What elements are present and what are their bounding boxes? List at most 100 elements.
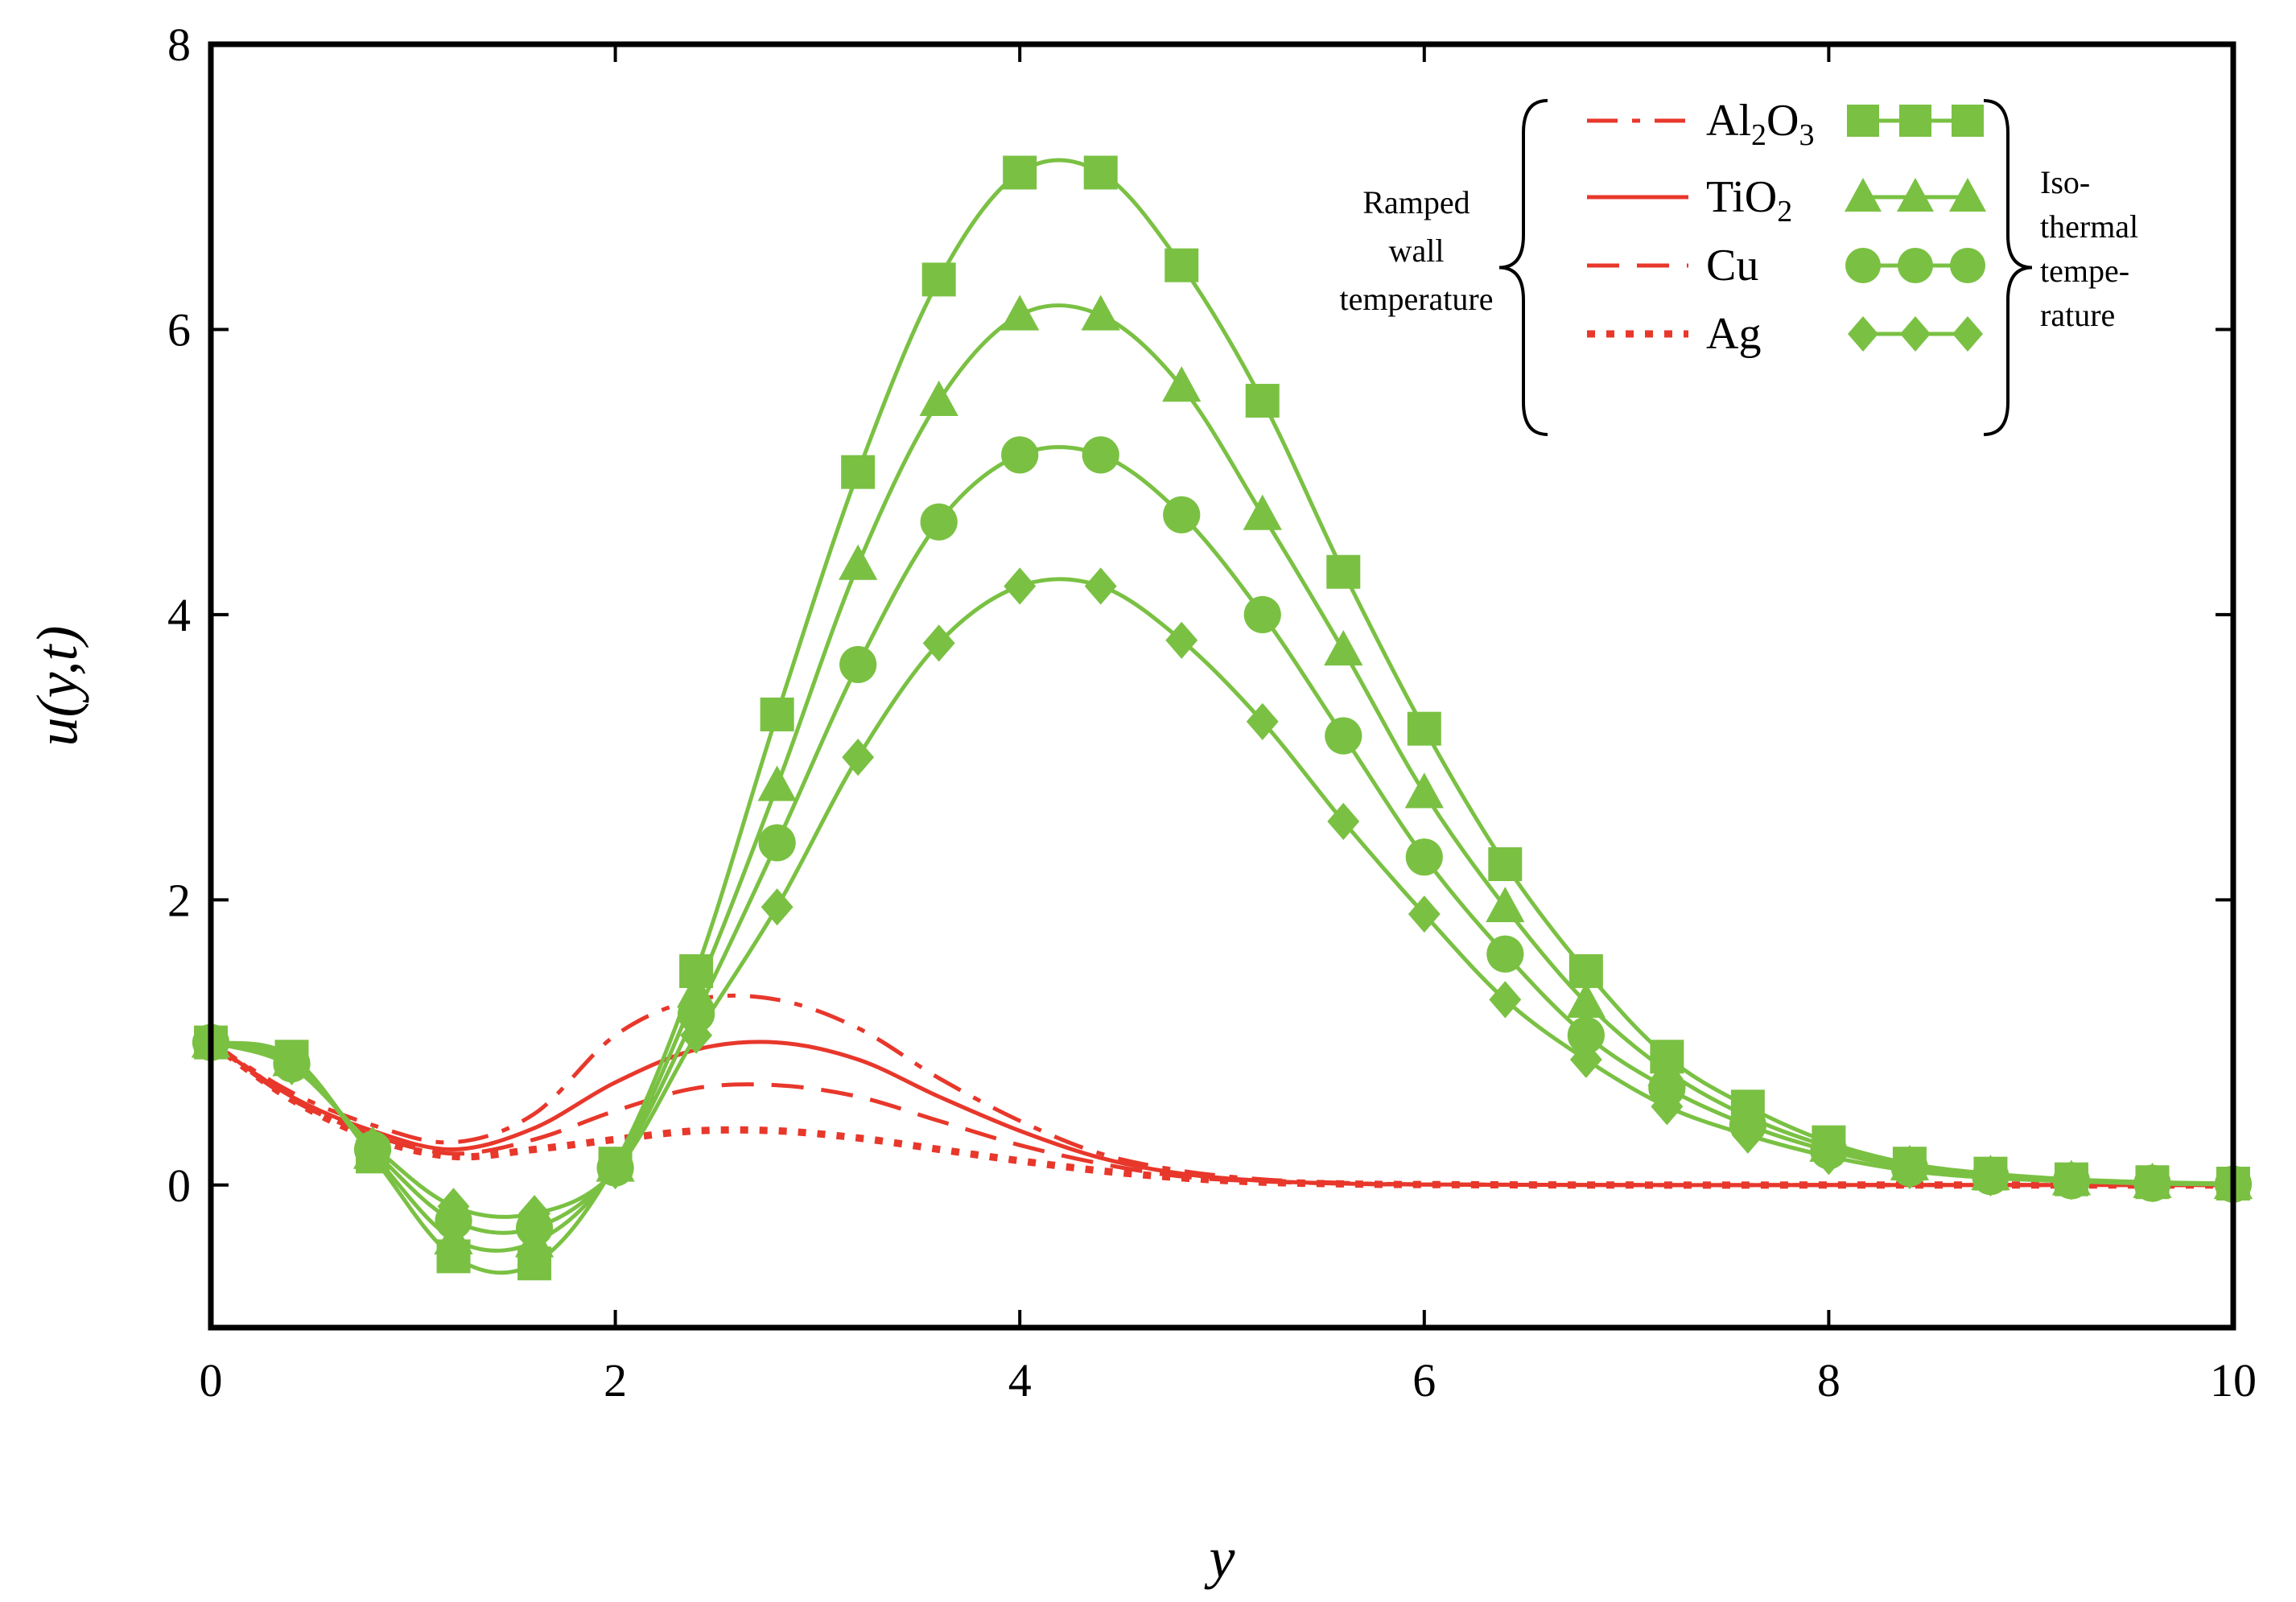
data-point-tio2 (1162, 366, 1202, 402)
data-point-ag (518, 1195, 551, 1233)
data-point-tio2 (1081, 294, 1120, 331)
data-point-cu (1082, 436, 1119, 474)
data-point-cu (1325, 717, 1362, 755)
data-point-tio2 (1486, 886, 1525, 923)
data-point-ag (761, 888, 794, 926)
legend-marker (1900, 316, 1931, 352)
legend-marker (1950, 248, 1985, 283)
data-point-al2o3 (841, 455, 876, 489)
data-point-al2o3 (760, 697, 794, 731)
data-point-ag (1812, 1138, 1845, 1176)
legend-marker (1952, 105, 1984, 137)
series-layer (191, 155, 2253, 1281)
legend-group-label-isothermal: thermal (2040, 208, 2138, 245)
data-point-al2o3 (1326, 554, 1361, 589)
data-point-cu (1405, 838, 1443, 876)
legend-marker (1845, 248, 1881, 283)
x-tick-label: 8 (1817, 1354, 1841, 1406)
legend-label: Cu (1706, 241, 1758, 290)
legend-marker (1898, 248, 1933, 283)
data-point-tio2 (919, 380, 958, 416)
data-point-cu (1486, 935, 1524, 973)
data-point-ag (1489, 981, 1522, 1019)
data-point-tio2 (1000, 294, 1040, 331)
legend-group-label-ramped: temperature (1340, 281, 1494, 317)
data-point-al2o3 (921, 262, 956, 297)
series-line-isothermal-ag (210, 577, 2234, 1219)
legend-marker (1899, 105, 1931, 137)
legend-marker (1897, 178, 1934, 212)
series-line-ramped-ag (208, 1039, 2233, 1189)
data-point-ag (1974, 1159, 2007, 1197)
data-point-tio2 (1566, 982, 1606, 1018)
x-tick-label: 4 (1008, 1354, 1032, 1406)
data-point-al2o3 (1245, 384, 1280, 418)
legend-group-label-ramped: wall (1389, 233, 1445, 269)
series-line-ramped-al2o3 (209, 993, 2233, 1188)
data-point-ag (1731, 1116, 1764, 1154)
data-point-cu (1243, 595, 1281, 633)
legend-brace-right (1983, 99, 2033, 436)
legend: Al2O3 TiO2 Cu Ag Ramped wall temperature Iso-th… (1340, 89, 2138, 443)
tick-labels: 0 2 4 6 8 10 0 2 4 6 8 (167, 19, 2257, 1406)
y-tick-label: 2 (167, 874, 191, 926)
legend-marker (1847, 105, 1879, 137)
data-point-ag (357, 1126, 389, 1164)
y-axis-title: u(y,t) (25, 626, 89, 747)
legend-label: TiO2 (1706, 172, 1792, 229)
series-line-isothermal-tio2 (210, 303, 2234, 1253)
data-point-al2o3 (1003, 155, 1037, 190)
x-tick-label: 10 (2210, 1354, 2257, 1406)
data-point-cu (920, 503, 958, 541)
data-point-tio2 (757, 765, 797, 801)
data-point-ag (1004, 567, 1037, 605)
data-point-cu (758, 824, 796, 862)
data-point-ag (2136, 1164, 2169, 1203)
data-point-ag (842, 739, 875, 776)
data-point-ag (922, 624, 955, 662)
data-point-ag (275, 1048, 308, 1085)
y-tick-label: 0 (167, 1159, 191, 1212)
legend-group-label-isothermal: rature (2040, 297, 2115, 333)
data-point-cu (839, 645, 877, 684)
x-tick-label: 6 (1412, 1354, 1436, 1406)
x-tick-label: 0 (200, 1354, 223, 1406)
data-point-al2o3 (1164, 248, 1199, 282)
data-point-ag (1569, 1040, 1602, 1078)
plot-frame (208, 41, 2236, 1331)
data-point-ag (1246, 702, 1279, 740)
legend-group-label-ramped: Ramped (1362, 184, 1470, 220)
data-point-tio2 (839, 544, 878, 580)
data-point-ag (680, 1016, 713, 1054)
x-tick-label: 2 (604, 1354, 627, 1406)
data-point-cu (1567, 1016, 1605, 1054)
data-point-ag (1651, 1088, 1684, 1126)
data-point-al2o3 (1488, 847, 1523, 882)
y-tick-label: 8 (167, 19, 191, 71)
data-point-ag (1327, 802, 1360, 840)
legend-marker (1949, 178, 1986, 212)
data-point-ag (437, 1188, 470, 1225)
data-point-cu (1001, 436, 1039, 474)
legend-group-label-isothermal: Iso- (2040, 164, 2090, 200)
y-tick-label: 4 (167, 589, 191, 641)
data-point-al2o3 (1407, 711, 1441, 746)
data-point-tio2 (1324, 629, 1363, 666)
y-tick-label: 6 (167, 303, 191, 356)
series-line-ramped-tio2 (209, 1040, 2233, 1188)
data-point-cu (1163, 496, 1201, 533)
legend-brace-left (1498, 99, 1548, 436)
legend-marker (1952, 316, 1983, 352)
series-line-isothermal-cu (210, 445, 2234, 1235)
series-line-ramped-cu (209, 1040, 2233, 1188)
data-point-al2o3 (1083, 155, 1118, 190)
data-point-ag (599, 1151, 632, 1190)
legend-label: Ag (1706, 309, 1761, 359)
data-point-tio2 (1404, 772, 1444, 809)
x-axis-title: y (1204, 1526, 1235, 1590)
data-point-tio2 (1243, 494, 1282, 530)
legend-label: Al2O3 (1706, 96, 1814, 152)
data-point-ag (2055, 1163, 2088, 1200)
legend-marker (1848, 316, 1878, 352)
